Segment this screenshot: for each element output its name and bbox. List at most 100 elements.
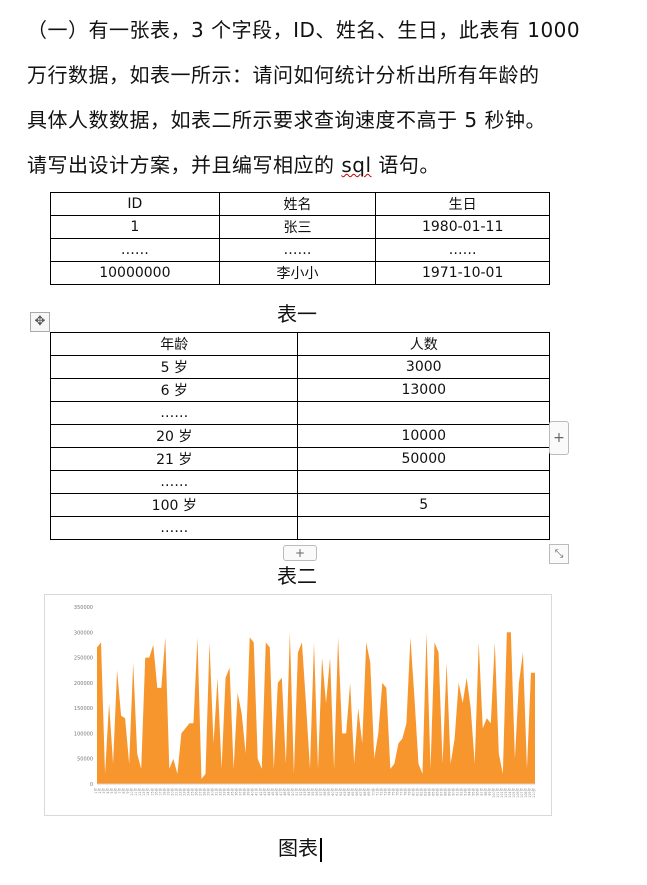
table-cell[interactable]: 5 xyxy=(297,493,550,517)
question-line-3: 具体人数数据，如表二所示要求查询速度不高于 5 秒钟。 xyxy=(27,108,546,132)
y-tick-label: 0 xyxy=(90,782,93,788)
x-tick-label: 40岁 xyxy=(250,788,255,796)
x-tick-label: 20岁 xyxy=(169,788,174,796)
table-cell[interactable]: 13000 xyxy=(297,378,550,402)
x-tick-label: 81岁 xyxy=(414,788,419,796)
table-row: …… xyxy=(49,470,550,494)
y-tick-label: 250000 xyxy=(74,656,93,662)
table-cell[interactable]: 1 xyxy=(50,215,220,239)
x-tick-label: 66岁 xyxy=(354,788,359,796)
question-line-4-prefix: 请写出设计方案，并且编写相应的 xyxy=(27,153,342,177)
table-cell[interactable]: 100 岁 xyxy=(49,493,299,517)
table-cell[interactable]: …… xyxy=(49,401,299,425)
table-cell[interactable]: 10000000 xyxy=(50,261,220,285)
x-tick-label: 24岁 xyxy=(185,788,190,796)
table-cell[interactable]: 1980-01-11 xyxy=(375,215,550,239)
x-tick-label: 47岁 xyxy=(278,788,283,796)
chart-caption-text: 图表 xyxy=(278,836,318,860)
y-tick-label: 200000 xyxy=(74,681,93,687)
x-tick-label: 26岁 xyxy=(193,788,198,796)
question-paragraph: （一）有一张表，3 个字段，ID、姓名、生日，此表有 1000 万行数据，如表一… xyxy=(27,8,627,188)
x-tick-label: 19岁 xyxy=(165,788,170,796)
table-1-header-id[interactable]: ID xyxy=(50,192,220,216)
x-tick-label: 80岁 xyxy=(410,788,415,796)
x-tick-label: 38岁 xyxy=(242,788,247,796)
table-cell[interactable]: 21 岁 xyxy=(49,447,299,471)
x-tick-label: 39岁 xyxy=(246,788,251,796)
chart-svg: 0 50000 100000 150000 200000 250000 300000 3500… xyxy=(74,605,536,798)
x-tick-label: 27岁 xyxy=(197,788,202,796)
x-tick-label: 86岁 xyxy=(435,788,440,796)
x-tick-label: 22岁 xyxy=(177,788,182,796)
area-series xyxy=(97,632,535,784)
table-move-handle-icon[interactable]: ✥ xyxy=(30,312,50,332)
x-tick-label: 72岁 xyxy=(378,788,383,796)
add-row-icon[interactable]: + xyxy=(283,545,317,561)
chart-caption: 图表 xyxy=(278,832,322,862)
table-cell[interactable]: 10000 xyxy=(297,424,550,448)
table-cell[interactable]: …… xyxy=(218,238,377,262)
x-tick-label: 13岁 xyxy=(141,788,146,796)
table-cell[interactable]: 李小小 xyxy=(218,261,377,285)
table-cell[interactable]: 1971-10-01 xyxy=(375,261,550,285)
x-tick-label: 43岁 xyxy=(262,788,267,796)
table-cell[interactable]: …… xyxy=(49,470,299,494)
x-tick-label: 36岁 xyxy=(234,788,239,796)
table-2-header-age[interactable]: 年龄 xyxy=(49,332,299,356)
x-tick-label: 17岁 xyxy=(157,788,162,796)
table-resize-handle-icon[interactable]: ⤡ xyxy=(549,544,569,564)
table-row: 21 岁 50000 xyxy=(49,447,550,471)
table-1-header-name[interactable]: 姓名 xyxy=(218,192,377,216)
x-tick-label: 107岁 xyxy=(519,788,524,798)
table-cell[interactable]: …… xyxy=(49,516,299,540)
table-cell[interactable]: 20 岁 xyxy=(49,424,299,448)
x-tick-label: 55岁 xyxy=(310,788,315,796)
x-tick-label: 23岁 xyxy=(181,788,186,796)
table-cell[interactable]: 张三 xyxy=(218,215,377,239)
table-cell[interactable]: 6 岁 xyxy=(49,378,299,402)
x-tick-label: 105岁 xyxy=(511,788,516,798)
x-tick-label: 21岁 xyxy=(173,788,178,796)
x-tick-label: 70岁 xyxy=(370,788,375,796)
table-1-header-birthday[interactable]: 生日 xyxy=(375,192,550,216)
x-tick-label: 14岁 xyxy=(145,788,150,796)
x-tick-label: 71岁 xyxy=(374,788,379,796)
x-tick-label: 89岁 xyxy=(447,788,452,796)
x-tick-label: 33岁 xyxy=(222,788,227,796)
x-tick-label: 109岁 xyxy=(527,788,532,798)
table-row: 100 岁 5 xyxy=(49,493,550,517)
table-cell[interactable] xyxy=(297,401,550,425)
table-2-header-row: 年龄 人数 xyxy=(49,332,550,356)
x-tick-label: 8岁 xyxy=(121,788,126,794)
table-cell[interactable]: 3000 xyxy=(297,355,550,379)
table-cell[interactable] xyxy=(297,470,550,494)
x-tick-label: 41岁 xyxy=(254,788,259,796)
x-tick-label: 99岁 xyxy=(487,788,492,796)
question-line-1: （一）有一张表，3 个字段，ID、姓名、生日，此表有 1000 xyxy=(27,18,581,42)
x-tick-label: 9岁 xyxy=(125,788,130,794)
x-tick-label: 83岁 xyxy=(423,788,428,796)
table-cell[interactable]: 50000 xyxy=(297,447,550,471)
x-tick-label: 64岁 xyxy=(346,788,351,796)
x-tick-label: 11岁 xyxy=(133,788,138,796)
y-tick-label: 350000 xyxy=(74,605,93,611)
add-column-icon[interactable]: + xyxy=(549,421,569,455)
x-tick-label: 46岁 xyxy=(274,788,279,796)
age-count-area-chart[interactable]: 0 50000 100000 150000 200000 250000 300000 3500… xyxy=(44,594,552,816)
x-tick-label: 98岁 xyxy=(483,788,488,796)
table-2-header-count[interactable]: 人数 xyxy=(297,332,550,356)
table-cell[interactable]: …… xyxy=(50,238,220,262)
x-tick-label: 95岁 xyxy=(471,788,476,796)
table-cell[interactable]: 5 岁 xyxy=(49,355,299,379)
x-tick-label: 52岁 xyxy=(298,788,303,796)
x-tick-label: 15岁 xyxy=(149,788,154,796)
x-tick-label: 91岁 xyxy=(455,788,460,796)
x-tick-label: 61岁 xyxy=(334,788,339,796)
question-line-4-suffix: 语句。 xyxy=(371,153,440,177)
x-tick-label: 108岁 xyxy=(523,788,528,798)
x-tick-label: 104岁 xyxy=(507,788,512,798)
table-cell[interactable] xyxy=(297,516,550,540)
x-tick-label: 32岁 xyxy=(218,788,223,796)
x-tick-label: 5岁 xyxy=(109,788,114,794)
table-cell[interactable]: …… xyxy=(375,238,550,262)
